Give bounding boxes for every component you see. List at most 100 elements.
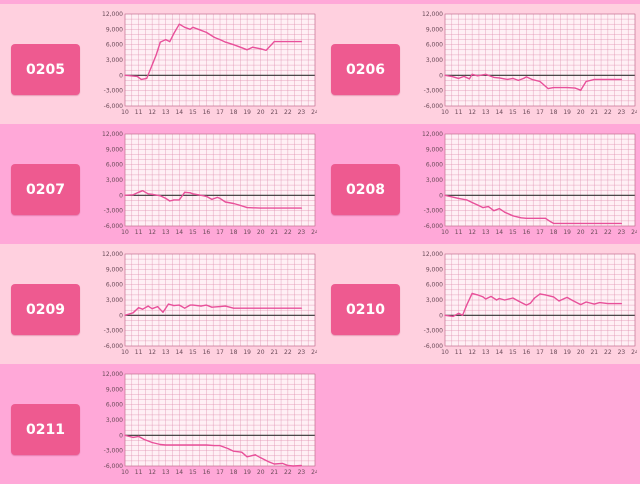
data-point <box>300 464 303 467</box>
y-tick-label: 0 <box>439 192 443 199</box>
data-point <box>476 294 479 296</box>
data-point <box>580 304 582 306</box>
x-tick-label: 13 <box>162 349 170 356</box>
y-tick-label: 12,000 <box>422 11 443 18</box>
data-point <box>300 41 303 43</box>
x-tick-label: 10 <box>121 469 129 476</box>
data-point <box>232 450 235 452</box>
x-tick-label: 23 <box>298 469 306 476</box>
plot-frame <box>124 373 316 467</box>
data-point <box>620 78 623 81</box>
x-tick-label: 24 <box>311 109 317 116</box>
data-point <box>132 312 134 314</box>
day-button-0211[interactable]: 0211 <box>11 404 80 455</box>
data-point <box>544 217 547 219</box>
y-tick-label: -3,000 <box>104 328 124 335</box>
data-point <box>246 207 248 209</box>
x-tick-label: 15 <box>189 229 197 236</box>
x-tick-label: 19 <box>563 349 571 356</box>
x-tick-label: 24 <box>311 469 317 476</box>
x-tick-label: 23 <box>618 349 626 356</box>
day-button-0207[interactable]: 0207 <box>11 164 80 215</box>
data-point <box>232 44 235 46</box>
x-tick-label: 22 <box>284 109 292 116</box>
x-tick-label: 24 <box>311 229 317 236</box>
data-point <box>124 434 126 436</box>
day-button-0209[interactable]: 0209 <box>11 284 80 335</box>
x-tick-label: 21 <box>270 349 278 356</box>
day-button-0208[interactable]: 0208 <box>331 164 400 215</box>
day-button-0210[interactable]: 0210 <box>331 284 400 335</box>
data-point <box>200 305 202 307</box>
x-tick-label: 15 <box>509 349 517 356</box>
chart-panel-0209: 0209 12,000 9,000 6,000 3,000 0 -3,000 -6,000 1… <box>0 244 320 364</box>
x-tick-label: 19 <box>563 229 571 236</box>
y-tick-label: 6,000 <box>426 282 443 289</box>
x-tick-label: 15 <box>189 349 197 356</box>
data-point <box>490 295 492 298</box>
data-point <box>241 47 243 49</box>
data-point <box>205 304 208 306</box>
data-point <box>151 308 153 310</box>
data-point <box>487 205 490 208</box>
data-point <box>504 299 506 301</box>
data-point <box>452 315 454 317</box>
data-point <box>550 221 552 223</box>
data-point <box>544 294 547 296</box>
data-point <box>552 296 555 298</box>
x-tick-label: 21 <box>270 229 278 236</box>
data-point <box>300 307 303 309</box>
x-tick-label: 24 <box>631 109 637 116</box>
y-tick-label: -3,000 <box>424 88 444 95</box>
data-point <box>124 194 126 196</box>
data-point <box>468 78 471 80</box>
data-point <box>466 304 468 306</box>
x-tick-label: 16 <box>203 109 211 116</box>
x-tick-label: 20 <box>257 109 265 116</box>
y-tick-label: 6,000 <box>426 42 443 49</box>
y-tick-label: 9,000 <box>106 26 123 33</box>
x-tick-label: 17 <box>216 349 224 356</box>
data-point <box>178 23 180 25</box>
y-tick-label: 3,000 <box>106 177 123 184</box>
data-point <box>471 73 473 75</box>
data-point <box>571 299 574 302</box>
data-point <box>151 64 153 66</box>
data-point <box>184 307 186 309</box>
data-point <box>512 215 514 217</box>
x-tick-label: 20 <box>257 469 265 476</box>
x-tick-label: 18 <box>230 229 238 236</box>
x-tick-label: 14 <box>495 109 503 116</box>
x-tick-label: 19 <box>243 469 251 476</box>
data-point <box>599 301 601 304</box>
x-tick-label: 16 <box>203 229 211 236</box>
y-tick-label: 9,000 <box>426 266 443 273</box>
x-tick-label: 19 <box>243 229 251 236</box>
data-point <box>531 78 533 81</box>
x-tick-label: 10 <box>441 229 449 236</box>
y-tick-label: 3,000 <box>426 297 443 304</box>
y-tick-label: 9,000 <box>426 146 443 153</box>
x-tick-label: 12 <box>468 349 476 356</box>
x-tick-label: 14 <box>175 109 183 116</box>
data-point <box>525 217 528 219</box>
y-tick-label: 6,000 <box>106 42 123 49</box>
data-point <box>147 305 149 307</box>
day-button-0205[interactable]: 0205 <box>11 44 80 95</box>
x-tick-label: 16 <box>523 229 531 236</box>
data-point <box>512 77 514 79</box>
data-point <box>471 292 473 294</box>
x-tick-label: 14 <box>495 229 503 236</box>
series-line <box>124 434 302 467</box>
data-point <box>523 77 525 79</box>
x-tick-label: 12 <box>148 229 156 236</box>
x-tick-label: 16 <box>523 109 531 116</box>
x-tick-label: 22 <box>604 349 612 356</box>
data-point <box>580 222 582 225</box>
y-tick-label: 6,000 <box>106 402 123 409</box>
data-point <box>165 197 167 199</box>
x-tick-label: 23 <box>618 109 626 116</box>
data-point <box>457 312 460 314</box>
day-button-0206[interactable]: 0206 <box>331 44 400 95</box>
